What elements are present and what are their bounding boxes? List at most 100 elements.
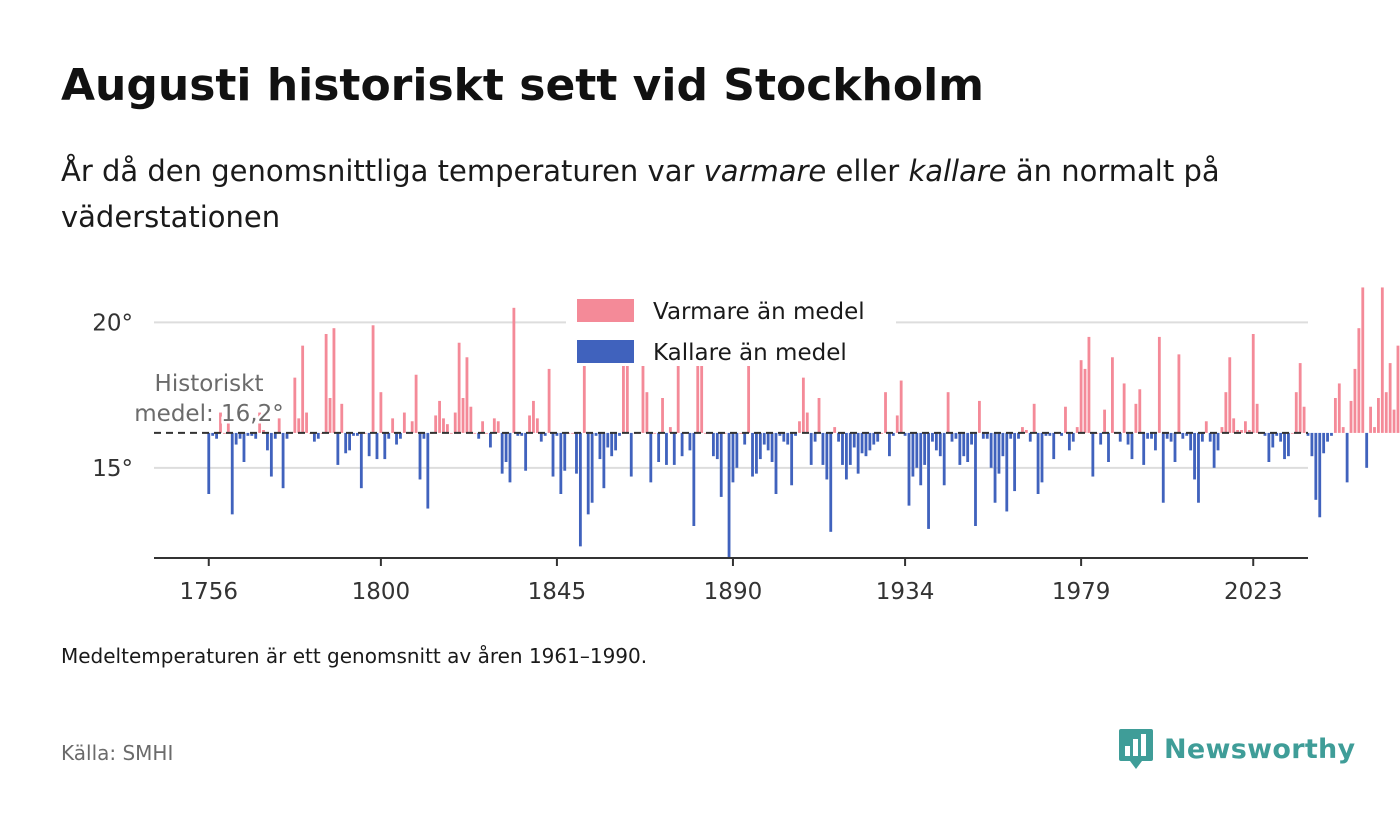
bar-2029 <box>1275 432 1279 436</box>
bar-2008 <box>1193 432 1196 480</box>
bar-1856 <box>598 432 602 460</box>
bar-1883 <box>704 432 707 434</box>
bar-1980 <box>1083 368 1087 433</box>
bar-1798 <box>371 325 375 433</box>
bar-1806 <box>402 412 406 433</box>
bar-1956 <box>989 432 993 468</box>
bar-2019 <box>1236 430 1239 433</box>
bar-2053 <box>1369 406 1372 433</box>
bar-2050 <box>1357 328 1361 433</box>
bar-1801 <box>383 432 387 460</box>
bar-1835 <box>516 432 520 436</box>
bar-1819 <box>453 412 457 433</box>
legend-label-cold: Kallare än medel <box>653 340 847 366</box>
x-tick-label: 1890 <box>704 579 763 605</box>
bar-1922 <box>856 432 860 474</box>
bar-2056 <box>1380 287 1384 433</box>
bar-1907 <box>798 421 801 433</box>
bar-2030 <box>1279 432 1283 442</box>
bar-1786 <box>324 334 328 433</box>
bar-1963 <box>1017 432 1020 439</box>
x-tick-label: 1845 <box>528 579 587 605</box>
bar-1992 <box>1130 432 1134 460</box>
bar-1793 <box>352 432 355 436</box>
bar-1756 <box>207 432 211 494</box>
y-axis-labels: 15° 20° <box>92 310 133 481</box>
bar-1967 <box>1032 403 1036 433</box>
bar-2035 <box>1298 363 1302 433</box>
bar-1769 <box>258 412 262 433</box>
bar-1802 <box>387 432 391 439</box>
bar-1908 <box>801 377 805 433</box>
bar-1763 <box>234 432 238 445</box>
bar-1995 <box>1142 432 1146 465</box>
bar-1757 <box>211 432 215 436</box>
subtitle: År då den genomsnittliga temperaturen va… <box>61 148 1301 240</box>
bar-1826 <box>481 421 485 433</box>
bar-2016 <box>1224 392 1228 433</box>
bar-1846 <box>559 432 563 494</box>
bar-1998 <box>1154 432 1157 451</box>
bar-1982 <box>1091 432 1095 477</box>
bar-2048 <box>1349 400 1353 433</box>
bar-1869 <box>649 432 653 483</box>
bar-1958 <box>997 432 1001 474</box>
bar-1816 <box>442 418 445 433</box>
bar-2033 <box>1290 432 1294 434</box>
bar-2049 <box>1353 368 1357 433</box>
bar-1870 <box>653 432 657 434</box>
bar-1903 <box>782 432 786 442</box>
bar-1795 <box>359 432 363 489</box>
bar-2027 <box>1267 432 1271 462</box>
bar-1936 <box>911 432 915 477</box>
bar-1955 <box>985 432 989 439</box>
bar-1885 <box>711 432 715 457</box>
subtitle-part-3: än normalt på väderstationen <box>61 154 1220 234</box>
bar-1974 <box>1060 432 1063 436</box>
bar-2042 <box>1326 432 1329 442</box>
bar-1882 <box>700 348 704 433</box>
subtitle-part-1: År då den genomsnittliga temperaturen va… <box>61 154 704 188</box>
bar-2024 <box>1255 403 1259 433</box>
bar-1990 <box>1122 383 1126 433</box>
bar-2059 <box>1392 409 1396 433</box>
bar-1991 <box>1126 432 1130 445</box>
footnote: Medeltemperaturen är ett genomsnitt av å… <box>61 644 648 668</box>
subtitle-cold-word: kallare <box>908 154 1007 188</box>
bar-2018 <box>1232 418 1236 433</box>
bar-2005 <box>1181 432 1185 439</box>
bar-1803 <box>391 418 395 433</box>
bar-1808 <box>410 421 414 433</box>
bar-1792 <box>348 432 351 451</box>
bar-1824 <box>473 432 477 434</box>
bar-1913 <box>821 432 825 465</box>
bar-1928 <box>880 432 884 434</box>
bar-1996 <box>1146 432 1150 439</box>
bar-1770 <box>262 430 265 433</box>
bar-1778 <box>293 377 297 433</box>
source-text: Källa: SMHI <box>61 741 174 765</box>
bar-1892 <box>739 432 743 434</box>
bar-2013 <box>1212 432 1216 468</box>
bar-1761 <box>226 418 230 433</box>
bar-1975 <box>1064 406 1067 433</box>
bar-1787 <box>328 398 332 433</box>
bar-1829 <box>492 418 496 433</box>
bar-1853 <box>586 432 590 515</box>
bar-1948 <box>958 432 962 465</box>
bar-1888 <box>723 432 727 434</box>
bar-1971 <box>1048 432 1052 436</box>
bar-1775 <box>281 432 285 489</box>
bar-1960 <box>1005 432 1009 512</box>
bar-1968 <box>1036 432 1040 494</box>
bar-1918 <box>841 432 844 465</box>
legend-label-warm: Varmare än medel <box>653 299 865 325</box>
bar-1814 <box>434 415 438 433</box>
bar-1872 <box>661 398 664 433</box>
bar-1965 <box>1024 430 1028 433</box>
bar-1861 <box>618 432 621 436</box>
bar-1905 <box>790 432 794 486</box>
bar-1937 <box>915 432 919 468</box>
legend: Varmare än medel Kallare än medel <box>566 292 896 366</box>
bar-1828 <box>489 432 492 448</box>
